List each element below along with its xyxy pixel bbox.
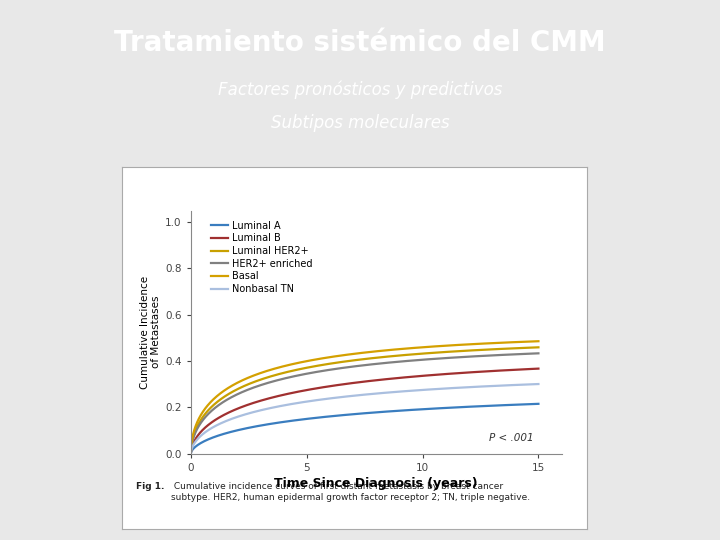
X-axis label: Time Since Diagnosis (years): Time Since Diagnosis (years) [274,477,478,490]
Luminal B [418,373,427,379]
HER2+ enriched [343,364,352,370]
Luminal HER2+ [248,380,256,386]
Basal [392,346,400,353]
Nonbasal TN [392,389,400,395]
Luminal B [248,400,256,407]
Luminal HER2+ [343,358,352,365]
Nonbasal TN [276,403,284,409]
Text: P < .001: P < .001 [489,433,534,443]
Luminal B [343,380,352,387]
Legend: Luminal A, Luminal B, Luminal HER2+, HER2+ enriched, Basal, Nonbasal TN: Luminal A, Luminal B, Luminal HER2+, HER… [207,217,317,298]
Basal [418,344,427,350]
Luminal HER2+ [276,370,284,377]
Luminal B [392,375,400,381]
Luminal A [276,419,284,426]
Nonbasal TN [186,450,195,457]
Luminal B [276,393,284,399]
Basal [343,352,352,358]
Luminal HER2+ [392,353,400,359]
Y-axis label: Cumulative Incidence
of Metastases: Cumulative Incidence of Metastases [140,275,161,389]
Line: Nonbasal TN: Nonbasal TN [191,384,539,454]
Luminal A [418,406,427,413]
Line: Basal: Basal [191,341,539,454]
Basal [534,338,543,345]
Basal [248,373,256,379]
Luminal A [534,401,543,407]
HER2+ enriched [248,385,256,392]
Luminal A [186,450,195,457]
Luminal A [392,408,400,414]
Line: Luminal A: Luminal A [191,404,539,454]
HER2+ enriched [418,356,427,363]
Text: Fig 1.: Fig 1. [136,482,165,491]
Luminal A [248,424,256,430]
HER2+ enriched [186,450,195,457]
HER2+ enriched [534,350,543,356]
Luminal HER2+ [186,450,195,457]
Luminal B [449,370,457,377]
Luminal B [186,450,195,457]
Luminal HER2+ [449,348,457,355]
Line: HER2+ enriched: HER2+ enriched [191,353,539,454]
Line: Luminal HER2+: Luminal HER2+ [191,347,539,454]
Luminal HER2+ [418,350,427,357]
Text: Cumulative incidence curves of first distant metastasis by breast cancer
subtype: Cumulative incidence curves of first dis… [171,482,531,502]
Basal [186,450,195,457]
Luminal A [343,411,352,418]
Text: Factores pronósticos y predictivos: Factores pronósticos y predictivos [218,81,502,99]
HER2+ enriched [276,376,284,383]
HER2+ enriched [392,359,400,365]
Basal [449,342,457,348]
Nonbasal TN [449,385,457,392]
Nonbasal TN [534,381,543,387]
Nonbasal TN [248,409,256,416]
Line: Luminal B: Luminal B [191,369,539,454]
Nonbasal TN [418,387,427,393]
Luminal A [449,404,457,411]
HER2+ enriched [449,354,457,361]
Nonbasal TN [343,393,352,400]
Text: Subtipos moleculares: Subtipos moleculares [271,114,449,132]
Luminal B [534,366,543,372]
Text: Tratamiento sistémico del CMM: Tratamiento sistémico del CMM [114,29,606,57]
Basal [276,364,284,370]
Luminal HER2+ [534,344,543,350]
